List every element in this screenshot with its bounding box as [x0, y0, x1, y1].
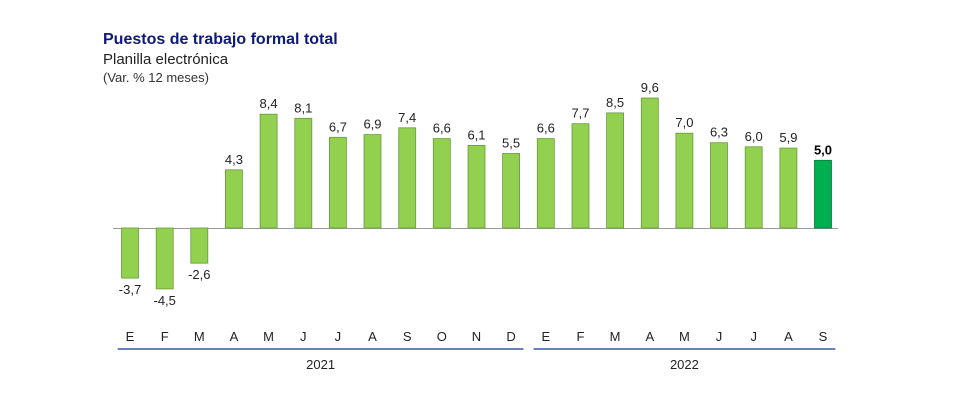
- data-label: -2,6: [188, 267, 210, 282]
- bar: [675, 132, 694, 229]
- month-tick-label: S: [403, 329, 412, 344]
- bar: [814, 159, 832, 229]
- bar: [779, 147, 798, 229]
- data-label: 5,9: [779, 130, 797, 145]
- month-tick-label: A: [645, 329, 654, 344]
- data-label: 6,6: [433, 121, 451, 136]
- data-label: 7,7: [571, 106, 589, 121]
- month-tick-label: F: [161, 329, 169, 344]
- data-label: 7,0: [675, 115, 693, 130]
- bar: [398, 127, 417, 229]
- year-label: 2022: [670, 357, 699, 372]
- bar: [467, 144, 486, 229]
- data-label: 7,4: [398, 110, 416, 125]
- year-label: 2021: [306, 357, 335, 372]
- data-label: 8,5: [606, 95, 624, 110]
- bar: [571, 123, 590, 229]
- month-tick-label: A: [368, 329, 377, 344]
- month-tick-label: E: [126, 329, 135, 344]
- data-label: 9,6: [641, 80, 659, 95]
- bar: [502, 153, 521, 229]
- data-label: 6,0: [745, 129, 763, 144]
- data-label: 5,0: [814, 142, 832, 157]
- data-label: 8,1: [294, 100, 312, 115]
- title-block: Puestos de trabajo formal total Planilla…: [103, 30, 338, 86]
- month-tick-label: O: [437, 329, 447, 344]
- bar: [432, 138, 451, 229]
- data-label: 6,1: [467, 127, 485, 142]
- data-label: -3,7: [119, 282, 141, 297]
- chart-unit: (Var. % 12 meses): [103, 70, 209, 85]
- month-tick-label: D: [506, 329, 515, 344]
- bar: [155, 227, 174, 290]
- data-label: 6,6: [537, 121, 555, 136]
- bar: [710, 142, 728, 229]
- bar: [294, 117, 313, 229]
- bar: [363, 134, 382, 229]
- month-tick-label: F: [577, 329, 585, 344]
- month-tick-label: A: [784, 329, 793, 344]
- bar: [536, 138, 555, 229]
- month-tick-label: M: [679, 329, 690, 344]
- bar: [121, 227, 139, 279]
- chart-title: Puestos de trabajo formal total: [103, 31, 338, 48]
- month-tick-label: J: [335, 329, 342, 344]
- month-tick-label: N: [472, 329, 481, 344]
- month-tick-label: J: [300, 329, 307, 344]
- month-tick-label: J: [716, 329, 723, 344]
- month-tick-label: M: [263, 329, 274, 344]
- data-label: -4,5: [153, 293, 175, 308]
- month-tick-label: M: [610, 329, 621, 344]
- data-label: 8,4: [260, 96, 278, 111]
- bar: [640, 97, 659, 229]
- month-tick-label: A: [230, 329, 239, 344]
- month-tick-label: J: [750, 329, 757, 344]
- month-tick-label: E: [541, 329, 550, 344]
- data-label: 6,9: [363, 117, 381, 132]
- bar: [190, 227, 209, 264]
- data-label: 5,5: [502, 136, 520, 151]
- bar: [328, 136, 347, 229]
- bar: [744, 146, 763, 229]
- chart-subtitle: Planilla electrónica: [103, 51, 229, 68]
- bar: [259, 113, 278, 229]
- bar: [606, 112, 624, 229]
- data-label: 6,3: [710, 125, 728, 140]
- data-label: 6,7: [329, 119, 347, 134]
- month-tick-label: M: [194, 329, 205, 344]
- bar: [224, 169, 243, 229]
- month-tick-label: S: [819, 329, 828, 344]
- data-label: 4,3: [225, 152, 243, 167]
